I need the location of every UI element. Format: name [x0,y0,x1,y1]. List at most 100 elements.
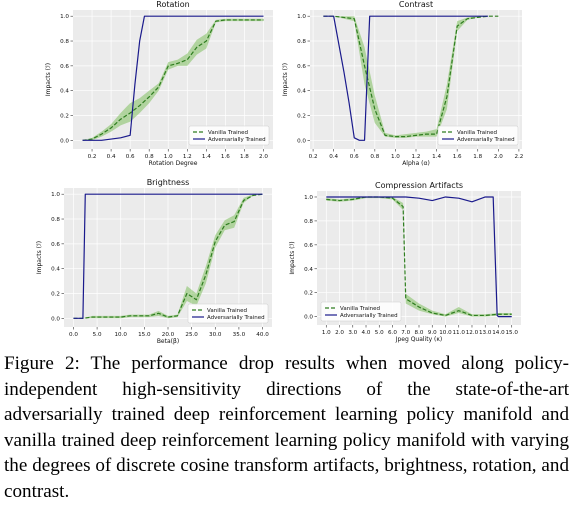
y-tick-label: 1.0 [60,14,69,20]
x-tick-label: 2.0 [259,154,268,160]
legend-box [320,301,402,322]
legend-entry: Vanilla Trained [457,130,497,136]
x-tick-label: 12.0 [466,330,479,336]
x-tick-label: 0.4 [107,154,116,160]
vanilla-series-line [326,196,512,317]
x-tick-label: 1.2 [183,154,192,160]
y-axis-label: Impacts (ℐ) [45,63,52,96]
x-tick-label: 10.0 [439,330,452,336]
x-tick-label: 0.6 [350,154,359,160]
x-tick-label: 1.6 [453,154,462,160]
y-tick-label: 0.4 [60,89,69,95]
adversarial-series-line [73,193,263,319]
x-tick-label: 1.2 [412,154,421,160]
y-tick-label: 0.0 [297,138,306,144]
x-tick-label: 5.0 [375,330,384,336]
x-tick-label: 0.8 [145,154,154,160]
y-tick-label: 1.0 [297,14,306,20]
y-tick-label: 0.2 [51,291,60,297]
adversarial-series-line [323,15,489,141]
x-tick-label: 1.6 [221,154,230,160]
x-tick-label: 0.2 [88,154,97,160]
chart-panel-4: 1.0 2.0 3.0 4.0 5.0 6.0 7.0 8.0 9.0 10.0 11.0 12.0 1… [289,181,521,343]
x-tick-label: 0.4 [329,154,338,160]
y-tick-label: 0.6 [60,64,69,70]
x-tick-label: 30.0 [209,332,222,338]
legend-entry: Vanilla Trained [340,306,380,312]
x-tick-label: 5.0 [93,332,102,338]
vanilla-series-line [73,193,263,319]
legend-box [437,125,519,146]
legend-entry: Adversarially Trained [208,137,266,143]
legend-box [188,125,270,146]
figure-caption: Figure 2: The performance drop results w… [4,351,569,505]
x-axis-label: Beta(β) [157,338,179,345]
y-tick-label: 0.8 [51,217,60,223]
x-tick-label: 15.0 [505,330,518,336]
chart-title: Rotation [156,0,189,9]
x-tick-label: 20.0 [162,332,175,338]
x-tick-label: 0.0 [69,332,78,338]
y-tick-label: 0.2 [304,291,313,297]
chart-panel-3: 0.0 5.0 10.0 15.0 20.0 25.0 30.0 35.0 40.0 0.0 0.2… [36,178,272,345]
x-tick-label: 1.0 [164,154,173,160]
x-tick-label: 0.8 [370,154,379,160]
chart-title: Contrast [399,0,433,9]
x-tick-label: 11.0 [453,330,466,336]
y-tick-label: 0.8 [60,39,69,45]
x-tick-label: 40.0 [256,332,269,338]
x-tick-label: 10.0 [114,332,127,338]
x-tick-label: 1.4 [202,154,211,160]
x-tick-label: 9.0 [428,330,437,336]
x-tick-label: 1.4 [432,154,441,160]
y-tick-label: 0.2 [60,113,69,119]
y-axis-label: Impacts (ℐ) [36,241,43,274]
y-tick-label: 0.2 [297,113,306,119]
x-tick-label: 1.0 [322,330,331,336]
x-tick-label: 7.0 [401,330,410,336]
chart-title: Brightness [147,178,190,187]
legend-entry: Adversarially Trained [457,137,515,143]
y-axis-label: Impacts (ℐ) [289,241,296,274]
caption-label: Figure 2: [4,353,80,374]
y-tick-label: 1.0 [51,192,60,198]
x-tick-label: 1.8 [473,154,482,160]
x-tick-label: 0.6 [126,154,135,160]
figure-panels: 0.2 0.4 0.6 0.8 1.0 1.2 1.4 1.6 1.8 2.0 0.0 0.2 0.4 0… [36,0,523,345]
caption-text: The performance drop results when moved … [4,353,569,502]
y-tick-label: 0.4 [304,267,313,273]
legend-entry: Vanilla Trained [207,308,247,314]
y-tick-label: 0.0 [304,315,313,321]
x-axis-label: Rotation Degree [149,160,198,167]
x-tick-label: 1.0 [391,154,400,160]
chart-panel-1: 0.2 0.4 0.6 0.8 1.0 1.2 1.4 1.6 1.8 2.0 0.0 0.2 0.4 0… [45,0,273,167]
x-tick-label: 3.0 [348,330,357,336]
x-tick-label: 2.0 [494,154,503,160]
x-tick-label: 35.0 [233,332,246,338]
legend-box [187,303,269,324]
x-axis-label: Alpha (α) [402,160,430,167]
y-axis-label: Impacts (ℐ) [282,63,289,96]
y-tick-label: 0.4 [51,267,60,273]
x-tick-label: 15.0 [138,332,151,338]
legend-entry: Adversarially Trained [207,315,265,321]
y-tick-label: 0.6 [51,242,60,248]
x-tick-label: 2.2 [514,154,523,160]
x-axis-label: Jpeg Quality (κ) [395,336,443,343]
x-tick-label: 1.8 [240,154,249,160]
x-tick-label: 6.0 [388,330,397,336]
legend-entry: Adversarially Trained [340,313,398,319]
y-tick-label: 0.0 [51,316,60,322]
y-tick-label: 0.6 [297,64,306,70]
y-tick-label: 1.0 [304,195,313,201]
y-tick-label: 0.8 [297,39,306,45]
vanilla-series-line [82,19,264,141]
y-tick-label: 0.4 [297,89,306,95]
x-tick-label: 4.0 [362,330,371,336]
legend-entry: Vanilla Trained [208,130,248,136]
x-tick-label: 13.0 [479,330,492,336]
x-tick-label: 0.2 [309,154,318,160]
